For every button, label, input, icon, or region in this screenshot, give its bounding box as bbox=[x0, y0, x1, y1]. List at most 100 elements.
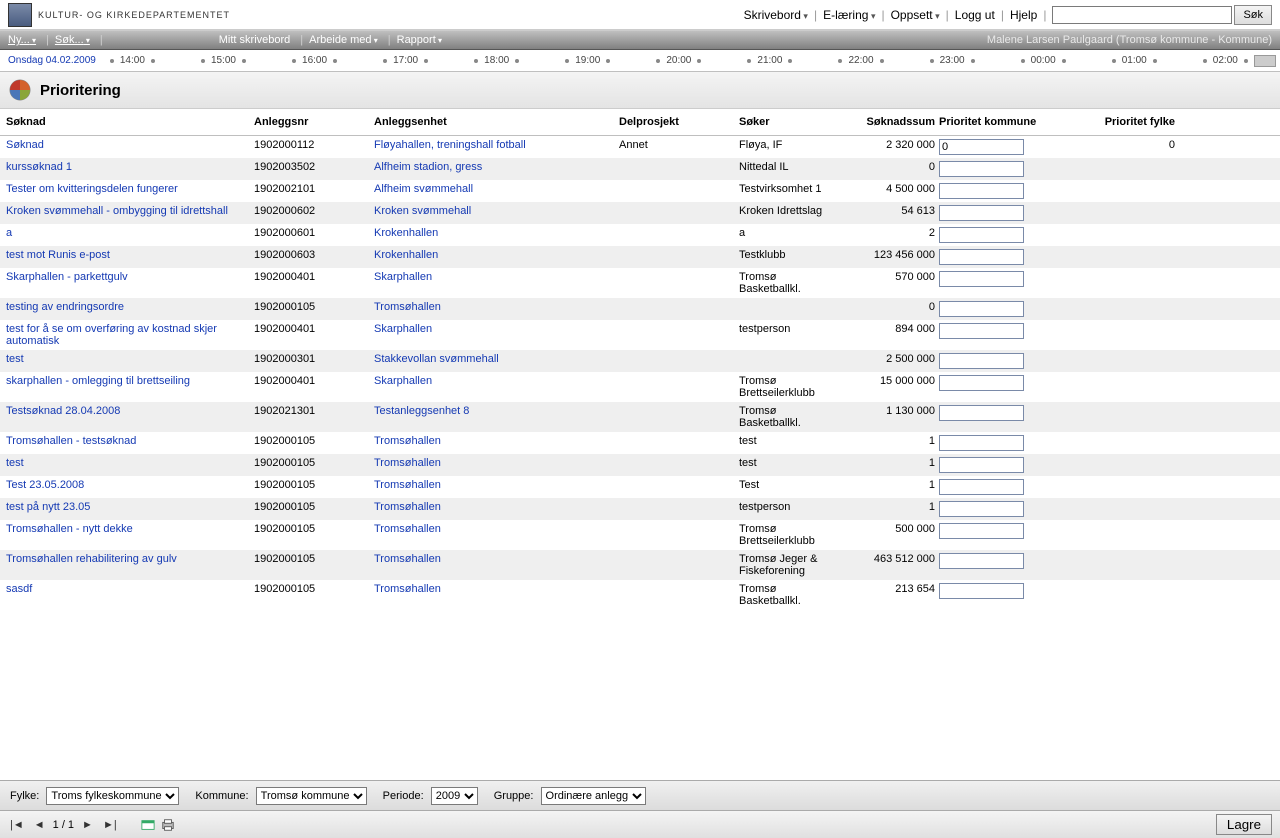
anleggsenhet-link[interactable]: Skarphallen bbox=[374, 271, 432, 283]
table-row: testing av endringsordre1902000105Tromsø… bbox=[0, 298, 1280, 320]
page-last-button[interactable]: ►| bbox=[101, 819, 119, 831]
save-button[interactable]: Lagre bbox=[1216, 814, 1272, 835]
soknad-link[interactable]: test på nytt 23.05 bbox=[6, 501, 90, 513]
prioritet-kommune-input[interactable] bbox=[939, 139, 1024, 155]
anleggsnr-cell: 1902000301 bbox=[252, 352, 372, 366]
col-soknad[interactable]: Søknad bbox=[4, 115, 252, 129]
prioritet-kommune-input[interactable] bbox=[939, 183, 1024, 199]
prioritet-kommune-input[interactable] bbox=[939, 205, 1024, 221]
menu-arbeide-med[interactable]: Arbeide med bbox=[309, 34, 378, 46]
gruppe-select[interactable]: Ordinære anlegg bbox=[541, 787, 646, 805]
anleggsenhet-link[interactable]: Krokenhallen bbox=[374, 227, 438, 239]
anleggsenhet-link[interactable]: Tromsøhallen bbox=[374, 583, 441, 595]
col-delprosjekt[interactable]: Delprosjekt bbox=[617, 115, 737, 129]
menu-sok[interactable]: Søk... bbox=[55, 34, 90, 46]
anleggsenhet-link[interactable]: Testanleggsenhet 8 bbox=[374, 405, 469, 417]
menu-mitt-skrivebord[interactable]: Mitt skrivebord bbox=[219, 34, 291, 46]
soknad-link[interactable]: Test 23.05.2008 bbox=[6, 479, 84, 491]
periode-select[interactable]: 2009 bbox=[431, 787, 478, 805]
prioritet-kommune-input[interactable] bbox=[939, 435, 1024, 451]
page-next-button[interactable]: ► bbox=[80, 819, 95, 831]
soknad-link[interactable]: kurssøknad 1 bbox=[6, 161, 72, 173]
prioritet-fylke-cell bbox=[1057, 160, 1177, 162]
soknad-link[interactable]: Søknad bbox=[6, 139, 44, 151]
prioritet-kommune-input[interactable] bbox=[939, 249, 1024, 265]
timeline-scroll-handle[interactable] bbox=[1254, 55, 1276, 67]
soknad-link[interactable]: Tromsøhallen - nytt dekke bbox=[6, 523, 133, 535]
soknad-link[interactable]: sasdf bbox=[6, 583, 32, 595]
soknad-link[interactable]: test for å se om overføring av kostnad s… bbox=[6, 323, 217, 347]
prioritet-kommune-input[interactable] bbox=[939, 479, 1024, 495]
prioritet-kommune-input[interactable] bbox=[939, 161, 1024, 177]
soknad-link[interactable]: Skarphallen - parkettgulv bbox=[6, 271, 128, 283]
prioritet-kommune-input[interactable] bbox=[939, 353, 1024, 369]
prioritet-kommune-input[interactable] bbox=[939, 457, 1024, 473]
col-anleggsnr[interactable]: Anleggsnr bbox=[252, 115, 372, 129]
soknad-link[interactable]: test bbox=[6, 457, 24, 469]
export-icon[interactable] bbox=[141, 818, 155, 832]
nav-elaering[interactable]: E-læring bbox=[823, 8, 875, 22]
soknad-link[interactable]: test bbox=[6, 353, 24, 365]
anleggsenhet-link[interactable]: Tromsøhallen bbox=[374, 501, 441, 513]
anleggsenhet-link[interactable]: Alfheim svømmehall bbox=[374, 183, 473, 195]
soknad-link[interactable]: Testsøknad 28.04.2008 bbox=[6, 405, 120, 417]
anleggsnr-cell: 1902000105 bbox=[252, 456, 372, 470]
search-input[interactable] bbox=[1052, 6, 1232, 24]
prioritet-kommune-input[interactable] bbox=[939, 553, 1024, 569]
filter-periode: Periode: 2009 bbox=[383, 787, 478, 805]
soknad-link[interactable]: testing av endringsordre bbox=[6, 301, 124, 313]
page-prev-button[interactable]: ◄ bbox=[32, 819, 47, 831]
anleggsenhet-link[interactable]: Tromsøhallen bbox=[374, 457, 441, 469]
nav-loggut[interactable]: Logg ut bbox=[955, 8, 995, 22]
col-prioritet-kommune[interactable]: Prioritet kommune bbox=[937, 115, 1057, 129]
anleggsenhet-link[interactable]: Fløyahallen, treningshall fotball bbox=[374, 139, 526, 151]
soknad-link[interactable]: test mot Runis e-post bbox=[6, 249, 110, 261]
anleggsenhet-link[interactable]: Krokenhallen bbox=[374, 249, 438, 261]
prioritet-kommune-input[interactable] bbox=[939, 301, 1024, 317]
soknad-link[interactable]: Tester om kvitteringsdelen fungerer bbox=[6, 183, 178, 195]
sum-cell: 15 000 000 bbox=[837, 374, 937, 388]
table-row: skarphallen - omlegging til brettseiling… bbox=[0, 372, 1280, 402]
menu-ny[interactable]: Ny... bbox=[8, 34, 36, 46]
col-soker[interactable]: Søker bbox=[737, 115, 837, 129]
col-anleggsenhet[interactable]: Anleggsenhet bbox=[372, 115, 617, 129]
nav-hjelp[interactable]: Hjelp bbox=[1010, 8, 1037, 22]
fylke-select[interactable]: Troms fylkeskommune bbox=[46, 787, 179, 805]
prioritet-kommune-input[interactable] bbox=[939, 271, 1024, 287]
page-first-button[interactable]: |◄ bbox=[8, 819, 26, 831]
soknad-link[interactable]: skarphallen - omlegging til brettseiling bbox=[6, 375, 190, 387]
delprosjekt-cell bbox=[617, 182, 737, 184]
nav-oppsett[interactable]: Oppsett bbox=[891, 8, 940, 22]
anleggsenhet-link[interactable]: Skarphallen bbox=[374, 323, 432, 335]
anleggsenhet-link[interactable]: Tromsøhallen bbox=[374, 479, 441, 491]
col-soknadssum[interactable]: Søknadssum bbox=[837, 115, 937, 129]
prioritet-kommune-input[interactable] bbox=[939, 523, 1024, 539]
soknad-link[interactable]: Tromsøhallen - testsøknad bbox=[6, 435, 136, 447]
anleggsenhet-link[interactable]: Tromsøhallen bbox=[374, 301, 441, 313]
print-icon[interactable] bbox=[161, 818, 175, 832]
prioritet-kommune-input[interactable] bbox=[939, 583, 1024, 599]
timeline-date[interactable]: Onsdag 04.02.2009 bbox=[0, 55, 104, 66]
soknad-link[interactable]: a bbox=[6, 227, 12, 239]
prioritet-kommune-input[interactable] bbox=[939, 501, 1024, 517]
anleggsenhet-link[interactable]: Tromsøhallen bbox=[374, 435, 441, 447]
col-prioritet-fylke[interactable]: Prioritet fylke bbox=[1057, 115, 1177, 129]
anleggsenhet-link[interactable]: Tromsøhallen bbox=[374, 523, 441, 535]
anleggsenhet-link[interactable]: Stakkevollan svømmehall bbox=[374, 353, 499, 365]
prioritet-kommune-input[interactable] bbox=[939, 375, 1024, 391]
anleggsnr-cell: 1902003502 bbox=[252, 160, 372, 174]
prioritet-kommune-input[interactable] bbox=[939, 323, 1024, 339]
kommune-select[interactable]: Tromsø kommune bbox=[256, 787, 367, 805]
nav-skrivebord[interactable]: Skrivebord bbox=[744, 8, 808, 22]
soknad-link[interactable]: Tromsøhallen rehabilitering av gulv bbox=[6, 553, 177, 565]
menu-rapport[interactable]: Rapport bbox=[397, 34, 442, 46]
anleggsenhet-link[interactable]: Skarphallen bbox=[374, 375, 432, 387]
search-button[interactable]: Søk bbox=[1234, 5, 1272, 25]
prioritet-kommune-input[interactable] bbox=[939, 227, 1024, 243]
anleggsenhet-link[interactable]: Kroken svømmehall bbox=[374, 205, 471, 217]
anleggsenhet-link[interactable]: Tromsøhallen bbox=[374, 553, 441, 565]
anleggsenhet-link[interactable]: Alfheim stadion, gress bbox=[374, 161, 482, 173]
page-indicator: 1 / 1 bbox=[53, 819, 74, 831]
soknad-link[interactable]: Kroken svømmehall - ombygging til idrett… bbox=[6, 205, 228, 217]
prioritet-kommune-input[interactable] bbox=[939, 405, 1024, 421]
